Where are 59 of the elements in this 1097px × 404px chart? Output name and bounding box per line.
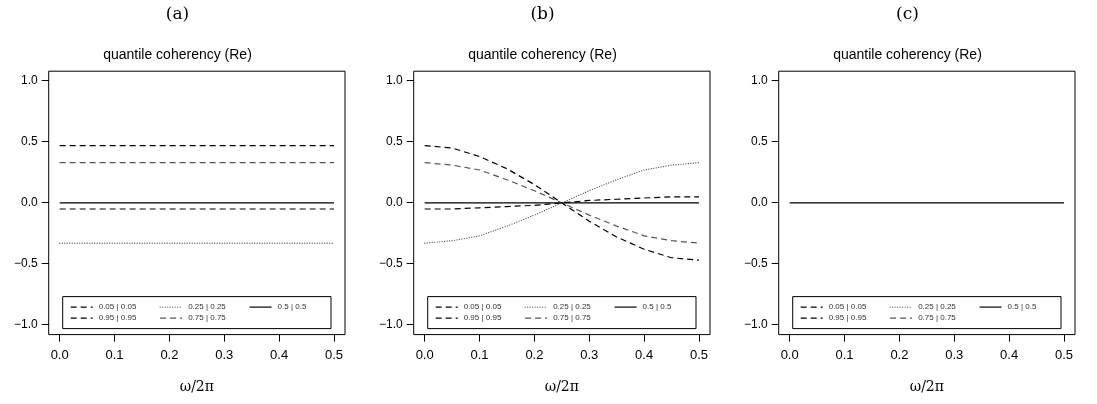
x-tick-label: 0.0 — [780, 346, 799, 362]
legend-label: 0.75 | 0.75 — [188, 313, 227, 323]
y-tick-label: 0.0 — [21, 195, 39, 210]
legend-label: 0.05 | 0.05 — [828, 302, 867, 312]
line-series — [424, 144, 700, 261]
y-tick-label: 1.0 — [21, 73, 39, 88]
y-tick-label: −0.5 — [13, 256, 38, 271]
x-tick-label: 0.4 — [270, 346, 289, 362]
chart-subtitle: quantile coherency (Re) — [468, 45, 617, 62]
chart-subtitle: quantile coherency (Re) — [833, 45, 982, 62]
x-tick-label: 0.5 — [1054, 346, 1074, 362]
x-tick-label: 0.1 — [835, 346, 854, 362]
x-axis-title: ω/2π — [179, 378, 214, 395]
legend-label: 0.75 | 0.75 — [553, 313, 592, 323]
legend-label: 0.5 | 0.5 — [1007, 302, 1037, 312]
x-tick-label: 0.0 — [50, 346, 69, 362]
y-tick-label: 0.0 — [386, 195, 404, 210]
y-tick-label: −1.0 — [13, 317, 38, 332]
x-tick-label: 0.5 — [689, 346, 709, 362]
y-tick-label: 0.5 — [386, 134, 404, 149]
y-tick-label: 0.5 — [751, 134, 769, 149]
y-tick-label: 0.5 — [21, 134, 39, 149]
legend-label: 0.95 | 0.95 — [463, 313, 502, 323]
x-tick-label: 0.4 — [635, 346, 654, 362]
legend-label: 0.5 | 0.5 — [642, 302, 672, 312]
x-tick-label: 0.3 — [580, 346, 599, 362]
x-tick-label: 0.0 — [415, 346, 434, 362]
chart-subtitle: quantile coherency (Re) — [103, 45, 252, 62]
legend-label: 0.5 | 0.5 — [277, 302, 307, 312]
legend-label: 0.05 | 0.05 — [463, 302, 502, 312]
x-tick-label: 0.4 — [1000, 346, 1019, 362]
chart-title: (b) — [530, 2, 555, 23]
y-tick-label: −1.0 — [378, 317, 403, 332]
y-tick-label: −0.5 — [743, 256, 768, 271]
x-tick-label: 0.3 — [945, 346, 964, 362]
x-axis-title: ω/2π — [909, 378, 944, 395]
legend-label: 0.25 | 0.25 — [188, 302, 227, 312]
y-tick-label: 1.0 — [751, 73, 769, 88]
legend-label: 0.25 | 0.25 — [553, 302, 592, 312]
y-tick-label: 0.0 — [751, 195, 769, 210]
legend-label: 0.25 | 0.25 — [918, 302, 957, 312]
y-tick-label: 1.0 — [386, 73, 404, 88]
x-tick-label: 0.2 — [890, 346, 909, 362]
x-tick-label: 0.2 — [525, 346, 544, 362]
y-tick-label: −0.5 — [378, 256, 403, 271]
x-tick-label: 0.5 — [324, 346, 344, 362]
legend-label: 0.05 | 0.05 — [98, 302, 137, 312]
x-tick-label: 0.3 — [215, 346, 234, 362]
chart-title: (a) — [165, 2, 190, 23]
chart-title: (c) — [896, 2, 919, 23]
x-tick-label: 0.2 — [160, 346, 179, 362]
legend-label: 0.95 | 0.95 — [98, 313, 137, 323]
y-tick-label: −1.0 — [743, 317, 768, 332]
x-tick-label: 0.1 — [470, 346, 489, 362]
legend-label: 0.75 | 0.75 — [918, 313, 957, 323]
legend-label: 0.95 | 0.95 — [828, 313, 867, 323]
x-axis-title: ω/2π — [544, 378, 579, 395]
x-tick-label: 0.1 — [105, 346, 124, 362]
line-series — [424, 162, 700, 244]
